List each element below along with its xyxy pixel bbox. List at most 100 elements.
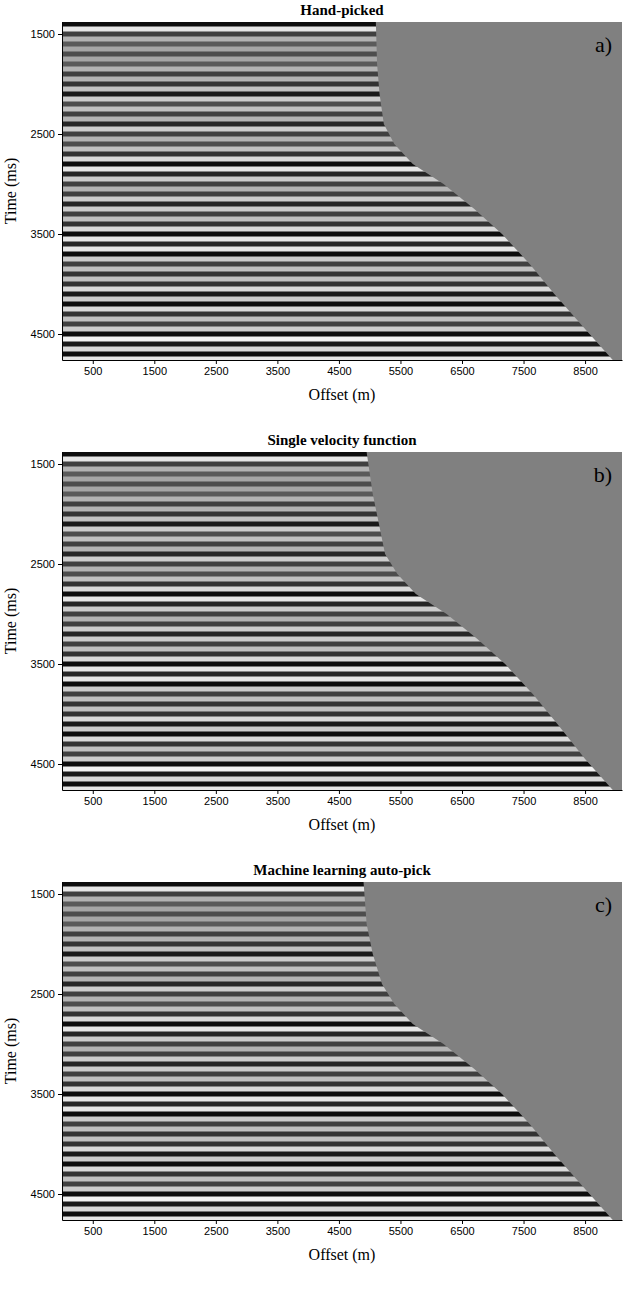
tick-mark — [58, 1094, 62, 1095]
tick-mark — [585, 790, 586, 794]
reflection-event — [62, 772, 622, 778]
reflection-event — [62, 302, 622, 308]
y-tick: 4500 — [31, 1188, 62, 1200]
reflection-event — [62, 332, 622, 338]
axis-line — [62, 23, 63, 361]
reflection-event — [62, 277, 622, 283]
tick-mark — [339, 1220, 340, 1224]
reflection-event — [62, 727, 622, 733]
reflection-event — [62, 782, 622, 788]
tick-label: 4500 — [31, 758, 55, 770]
plot-area — [62, 452, 622, 790]
tick-label: 7500 — [512, 1225, 536, 1237]
x-tick: 1500 — [143, 790, 167, 807]
tick-mark — [58, 334, 62, 335]
reflection-event — [62, 762, 622, 768]
reflection-event — [62, 722, 622, 728]
tick-label: 7500 — [512, 795, 536, 807]
reflection-event — [62, 1162, 622, 1168]
tick-mark — [216, 360, 217, 364]
x-tick: 4500 — [327, 790, 351, 807]
tick-mark — [277, 1220, 278, 1224]
tick-mark — [58, 994, 62, 995]
x-tick: 8500 — [573, 360, 597, 377]
x-tick: 3500 — [266, 1220, 290, 1237]
reflection-event — [62, 737, 622, 743]
x-tick: 500 — [84, 790, 102, 807]
tick-mark — [58, 464, 62, 465]
tick-label: 2500 — [204, 1225, 228, 1237]
tick-mark — [277, 790, 278, 794]
reflection-event — [62, 777, 622, 783]
panel-title: Single velocity function — [267, 432, 417, 448]
reflection-event — [62, 787, 622, 791]
reflection-event — [62, 767, 622, 773]
tick-mark — [154, 1220, 155, 1224]
reflection-event — [62, 1182, 622, 1188]
x-tick: 4500 — [327, 360, 351, 377]
y-tick: 4500 — [31, 328, 62, 340]
tick-label: 6500 — [450, 795, 474, 807]
x-tick: 7500 — [512, 790, 536, 807]
tick-label: 500 — [84, 1225, 102, 1237]
tick-label: 3500 — [31, 1088, 55, 1100]
x-axis: 50015002500350045005500650075008500 — [63, 1220, 623, 1237]
reflection-event — [62, 312, 622, 318]
y-tick: 1500 — [31, 888, 62, 900]
tick-label: 4500 — [31, 1188, 55, 1200]
tick-mark — [339, 790, 340, 794]
x-tick: 7500 — [512, 360, 536, 377]
mute-zone — [367, 452, 622, 790]
tick-mark — [462, 790, 463, 794]
x-tick: 1500 — [143, 360, 167, 377]
tick-label: 500 — [84, 365, 102, 377]
tick-mark — [462, 1220, 463, 1224]
tick-mark — [58, 34, 62, 35]
reflection-event — [62, 337, 622, 343]
tick-label: 6500 — [450, 365, 474, 377]
reflection-event — [62, 717, 622, 723]
reflection-event — [62, 357, 622, 361]
x-tick: 6500 — [450, 1220, 474, 1237]
tick-label: 2500 — [31, 558, 55, 570]
tick-mark — [585, 360, 586, 364]
reflection-event — [62, 1172, 622, 1178]
tick-mark — [93, 360, 94, 364]
tick-label: 1500 — [31, 888, 55, 900]
x-tick: 7500 — [512, 1220, 536, 1237]
y-axis-title: Time (ms) — [2, 1018, 20, 1085]
axis-line — [62, 453, 63, 791]
x-tick: 6500 — [450, 360, 474, 377]
reflection-event — [62, 322, 622, 328]
tick-label: 5500 — [389, 795, 413, 807]
tick-label: 3500 — [266, 1225, 290, 1237]
panel: 5001500250035004500550065007500850015002… — [2, 432, 624, 834]
reflection-event — [62, 307, 622, 313]
tick-label: 6500 — [450, 1225, 474, 1237]
axis-line — [63, 790, 623, 791]
reflection-event — [62, 1212, 622, 1218]
tick-mark — [93, 790, 94, 794]
reflection-event — [62, 707, 622, 713]
tick-label: 1500 — [31, 458, 55, 470]
reflection-event — [62, 1207, 622, 1213]
panel-title: Machine learning auto-pick — [253, 862, 431, 878]
tick-label: 2500 — [31, 128, 55, 140]
x-axis: 50015002500350045005500650075008500 — [63, 790, 623, 807]
reflection-event — [62, 1142, 622, 1148]
x-tick: 500 — [84, 360, 102, 377]
tick-mark — [462, 360, 463, 364]
tick-label: 5500 — [389, 365, 413, 377]
y-tick: 3500 — [31, 228, 62, 240]
tick-label: 1500 — [31, 28, 55, 40]
figure: 500 1500 2500 3500 4500 5500 6500 7500 8500 1500 2… — [0, 0, 630, 1292]
reflection-event — [62, 342, 622, 348]
reflection-event — [62, 1152, 622, 1158]
reflection-event — [62, 1177, 622, 1183]
reflection-event — [62, 352, 622, 358]
tick-mark — [58, 1194, 62, 1195]
plot-area — [62, 882, 622, 1220]
tick-mark — [58, 564, 62, 565]
reflection-event — [62, 752, 622, 758]
panel-label: a) — [595, 32, 612, 57]
